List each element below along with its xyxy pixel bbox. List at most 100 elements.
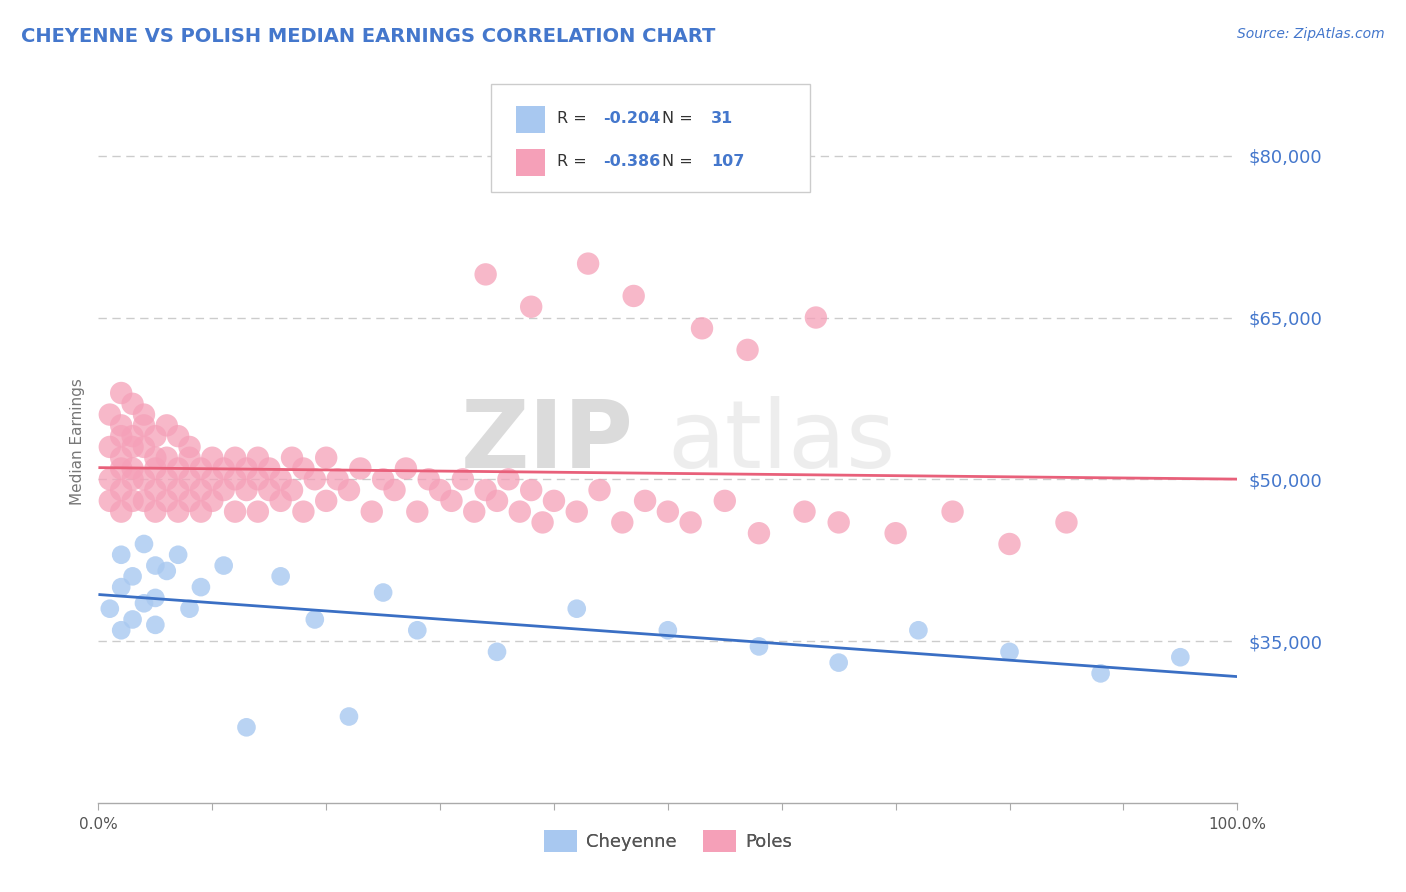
- Point: [98, 408, 121, 422]
- Point: [145, 558, 167, 573]
- Point: [657, 505, 679, 519]
- Point: [156, 493, 179, 508]
- Point: [406, 505, 429, 519]
- Point: [110, 505, 132, 519]
- Point: [167, 461, 190, 475]
- Point: [657, 624, 679, 638]
- Text: ZIP: ZIP: [461, 395, 634, 488]
- Point: [304, 612, 326, 626]
- Point: [907, 624, 929, 638]
- Text: atlas: atlas: [668, 395, 896, 488]
- Point: [371, 585, 394, 599]
- Text: R =: R =: [557, 112, 588, 126]
- Point: [612, 516, 634, 530]
- Point: [623, 289, 645, 303]
- Point: [145, 483, 167, 497]
- Point: [349, 461, 371, 475]
- Point: [179, 450, 201, 465]
- Point: [132, 493, 155, 508]
- Point: [998, 645, 1021, 659]
- FancyBboxPatch shape: [516, 105, 546, 133]
- Point: [451, 472, 474, 486]
- Point: [179, 493, 201, 508]
- Point: [270, 493, 292, 508]
- Point: [235, 461, 257, 475]
- Point: [167, 483, 190, 497]
- Point: [270, 472, 292, 486]
- Text: 107: 107: [711, 154, 745, 169]
- Point: [509, 505, 531, 519]
- Legend: Cheyenne, Poles: Cheyenne, Poles: [537, 822, 799, 859]
- Point: [212, 461, 235, 475]
- Point: [224, 450, 246, 465]
- Point: [224, 472, 246, 486]
- Point: [588, 483, 610, 497]
- Point: [828, 656, 851, 670]
- Point: [337, 483, 360, 497]
- Point: [270, 569, 292, 583]
- Y-axis label: Median Earnings: Median Earnings: [69, 378, 84, 505]
- Point: [463, 505, 485, 519]
- Point: [440, 493, 463, 508]
- Point: [201, 493, 224, 508]
- Point: [212, 483, 235, 497]
- Point: [690, 321, 713, 335]
- Point: [565, 601, 588, 615]
- Point: [748, 526, 770, 541]
- Point: [98, 601, 121, 615]
- Point: [576, 257, 599, 271]
- Point: [121, 612, 143, 626]
- Point: [1170, 650, 1192, 665]
- Text: Source: ZipAtlas.com: Source: ZipAtlas.com: [1237, 27, 1385, 41]
- Point: [110, 483, 132, 497]
- Point: [98, 493, 121, 508]
- Point: [498, 472, 520, 486]
- Point: [212, 558, 235, 573]
- Point: [156, 418, 179, 433]
- Point: [121, 493, 143, 508]
- Point: [474, 483, 496, 497]
- Point: [429, 483, 451, 497]
- Point: [292, 505, 315, 519]
- Point: [486, 493, 509, 508]
- Text: -0.204: -0.204: [603, 112, 661, 126]
- Point: [520, 483, 543, 497]
- Point: [474, 268, 496, 282]
- Point: [110, 548, 132, 562]
- Point: [360, 505, 382, 519]
- Point: [145, 429, 167, 443]
- Point: [145, 618, 167, 632]
- Point: [406, 624, 429, 638]
- Point: [190, 580, 212, 594]
- Point: [110, 624, 132, 638]
- Point: [292, 461, 315, 475]
- Point: [679, 516, 702, 530]
- Text: 31: 31: [711, 112, 734, 126]
- Point: [714, 493, 737, 508]
- Point: [167, 505, 190, 519]
- Point: [565, 505, 588, 519]
- Point: [190, 461, 212, 475]
- Point: [395, 461, 418, 475]
- Point: [337, 709, 360, 723]
- Point: [246, 450, 269, 465]
- Point: [179, 472, 201, 486]
- Point: [190, 483, 212, 497]
- Point: [543, 493, 565, 508]
- Point: [737, 343, 759, 357]
- Point: [1054, 516, 1078, 530]
- Text: -0.386: -0.386: [603, 154, 661, 169]
- FancyBboxPatch shape: [516, 149, 546, 177]
- Point: [179, 601, 201, 615]
- Point: [371, 472, 394, 486]
- Point: [998, 537, 1021, 551]
- Text: N =: N =: [662, 112, 693, 126]
- Point: [486, 645, 509, 659]
- Point: [884, 526, 907, 541]
- Point: [224, 505, 246, 519]
- Point: [190, 505, 212, 519]
- Point: [326, 472, 349, 486]
- Point: [259, 461, 281, 475]
- Point: [793, 505, 815, 519]
- Point: [235, 483, 257, 497]
